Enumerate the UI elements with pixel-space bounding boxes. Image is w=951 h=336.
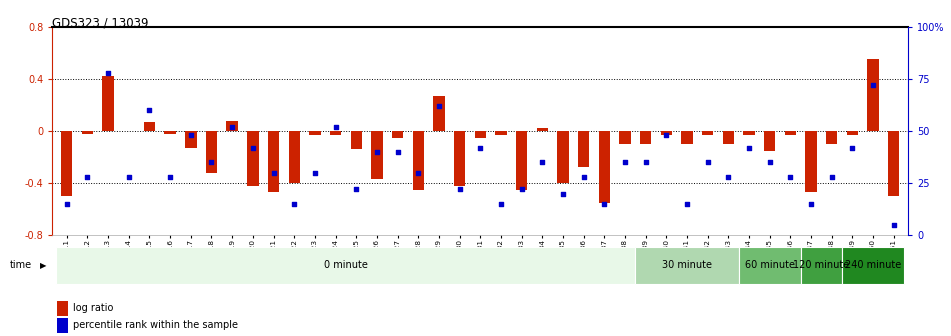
Bar <box>764 131 775 151</box>
Bar <box>330 131 341 135</box>
Text: ▶: ▶ <box>40 261 47 270</box>
Bar <box>454 131 465 186</box>
Point <box>307 170 322 175</box>
Bar <box>57 301 68 316</box>
Bar <box>144 122 155 131</box>
Point <box>700 160 715 165</box>
Point <box>369 149 384 155</box>
Bar <box>867 59 879 131</box>
Bar <box>495 131 507 135</box>
Point <box>825 174 840 179</box>
Bar <box>309 131 320 135</box>
Point <box>80 174 95 179</box>
Point <box>742 145 757 151</box>
Text: 60 minute: 60 minute <box>745 260 795 270</box>
Point <box>804 201 819 207</box>
Point <box>390 149 405 155</box>
Bar <box>82 131 93 134</box>
Bar <box>61 131 72 196</box>
Bar <box>268 131 280 192</box>
Bar <box>785 131 796 135</box>
Text: log ratio: log ratio <box>73 303 113 313</box>
Bar <box>723 131 734 144</box>
Bar <box>744 131 755 135</box>
Bar <box>801 247 842 284</box>
Bar <box>702 131 713 135</box>
Point <box>783 174 798 179</box>
Bar <box>434 96 444 131</box>
Point <box>204 160 219 165</box>
Point <box>865 83 881 88</box>
Point <box>473 145 488 151</box>
Bar <box>739 247 801 284</box>
Point <box>638 160 653 165</box>
Text: percentile rank within the sample: percentile rank within the sample <box>73 320 239 330</box>
Bar <box>842 247 904 284</box>
Point <box>844 145 860 151</box>
Bar <box>557 131 569 183</box>
Text: time: time <box>10 260 31 270</box>
Bar <box>103 76 114 131</box>
Bar <box>371 131 382 179</box>
Bar <box>475 131 486 137</box>
Bar <box>247 131 259 186</box>
Bar <box>578 131 590 168</box>
Point <box>514 187 529 192</box>
Bar <box>846 131 858 135</box>
Point <box>142 108 157 113</box>
Point <box>494 201 509 207</box>
Bar <box>226 121 238 131</box>
Point <box>886 222 902 227</box>
Text: 0 minute: 0 minute <box>324 260 368 270</box>
Bar <box>351 131 362 149</box>
Bar <box>635 247 739 284</box>
Bar <box>536 128 548 131</box>
Text: 30 minute: 30 minute <box>662 260 712 270</box>
Point <box>163 174 178 179</box>
Bar <box>57 318 68 333</box>
Bar <box>288 131 300 183</box>
Point <box>411 170 426 175</box>
Bar <box>515 131 527 190</box>
Point <box>59 201 74 207</box>
Point <box>452 187 467 192</box>
Bar <box>413 131 424 190</box>
Point <box>617 160 632 165</box>
Point <box>679 201 694 207</box>
Bar <box>640 131 651 144</box>
Point <box>184 132 199 138</box>
Bar <box>185 131 197 148</box>
Point <box>432 103 447 109</box>
Text: GDS323 / 13039: GDS323 / 13039 <box>52 17 148 30</box>
Bar <box>392 131 403 137</box>
Bar <box>205 131 217 173</box>
Point <box>596 201 611 207</box>
Text: 240 minute: 240 minute <box>844 260 902 270</box>
Point <box>659 132 674 138</box>
Point <box>762 160 777 165</box>
Bar <box>681 131 692 144</box>
Point <box>349 187 364 192</box>
Point <box>328 124 343 130</box>
Bar <box>165 131 176 134</box>
Bar <box>661 131 672 135</box>
Point <box>286 201 301 207</box>
Bar <box>56 247 635 284</box>
Point <box>266 170 281 175</box>
Bar <box>826 131 838 144</box>
Bar <box>619 131 631 144</box>
Bar <box>805 131 817 192</box>
Point <box>555 191 571 196</box>
Bar <box>598 131 610 203</box>
Text: 120 minute: 120 minute <box>793 260 849 270</box>
Point <box>534 160 550 165</box>
Point <box>224 124 240 130</box>
Point <box>721 174 736 179</box>
Bar <box>888 131 900 196</box>
Point <box>576 174 592 179</box>
Point <box>245 145 261 151</box>
Point <box>121 174 136 179</box>
Point <box>101 70 116 75</box>
